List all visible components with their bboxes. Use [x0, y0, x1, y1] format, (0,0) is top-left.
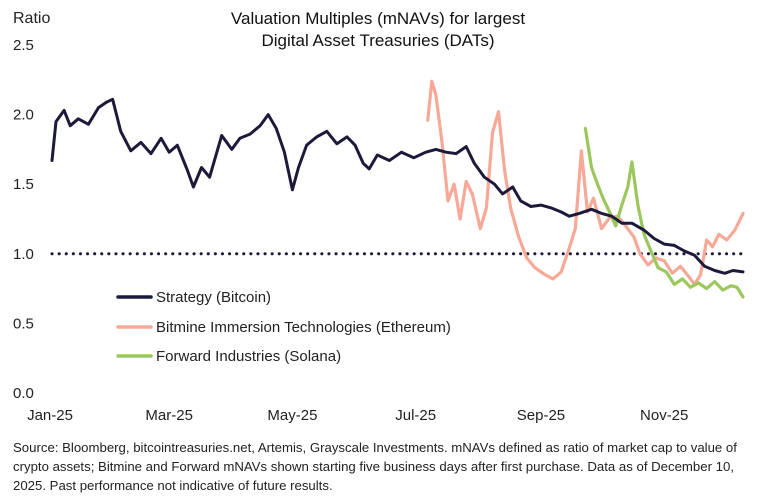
series-lines	[50, 79, 745, 299]
y-axis-label: Ratio	[13, 10, 50, 27]
chart-canvas: Ratio Valuation Multiples (mNAVs) for la…	[13, 9, 745, 424]
chart-title-line-1: Valuation Multiples (mNAVs) for largest	[231, 9, 525, 28]
y-tick-label: 2.0	[13, 107, 34, 124]
y-tick-label: 2.5	[13, 37, 34, 54]
legend: Strategy (Bitcoin) Bitmine Immersion Tech…	[116, 289, 451, 365]
series-line-bitmine	[426, 79, 745, 286]
y-tick-label: 0.5	[13, 315, 34, 332]
x-tick-label: Jul-25	[395, 407, 436, 424]
legend-label: Strategy (Bitcoin)	[156, 289, 271, 306]
y-axis-ticks: 0.0 0.5 1.0 1.5 2.0 2.5	[13, 37, 34, 402]
x-tick-label: May-25	[267, 407, 317, 424]
source-note: Source: Bloomberg, bitcointreasuries.net…	[13, 440, 737, 493]
x-axis-ticks: Jan-25 Mar-25 May-25 Jul-25 Sep-25 Nov-25	[27, 407, 688, 424]
y-tick-label: 0.0	[13, 385, 34, 402]
x-tick-label: Mar-25	[145, 407, 193, 424]
legend-label: Forward Industries (Solana)	[156, 348, 341, 365]
series-line-forward	[583, 126, 745, 299]
legend-label: Bitmine Immersion Technologies (Ethereum…	[156, 319, 451, 336]
x-tick-label: Nov-25	[640, 407, 688, 424]
chart-title-line-2: Digital Asset Treasuries (DATs)	[261, 31, 494, 50]
y-tick-label: 1.0	[13, 246, 34, 263]
series-line-strategy	[50, 97, 745, 275]
y-tick-label: 1.5	[13, 176, 34, 193]
x-tick-label: Sep-25	[517, 407, 565, 424]
x-tick-label: Jan-25	[27, 407, 73, 424]
